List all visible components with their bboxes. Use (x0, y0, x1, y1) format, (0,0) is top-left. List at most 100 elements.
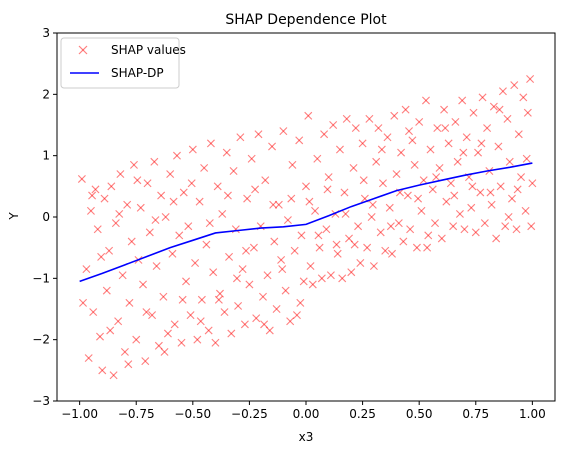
scatter-point (124, 360, 133, 369)
y-axis-ticks: −3 −2 −1 0 1 2 3 (32, 26, 57, 408)
y-tick-label: −1 (32, 271, 50, 285)
x-tick-label: 0.50 (406, 407, 433, 421)
scatter-point (91, 185, 100, 194)
y-axis-label: Y (7, 212, 21, 221)
scatter-point (431, 219, 440, 228)
scatter-point (107, 182, 116, 191)
x-tick-label: −0.50 (174, 407, 211, 421)
scatter-point (302, 182, 310, 191)
scatter-point (478, 93, 487, 102)
scatter-point (272, 305, 281, 313)
scatter-point (329, 121, 338, 129)
scatter-point (421, 96, 430, 105)
scatter-point (486, 188, 495, 197)
scatter-point (489, 102, 498, 111)
scatter-point (317, 274, 326, 283)
scatter-point (356, 259, 365, 267)
scatter-point (446, 179, 455, 188)
scatter-point (299, 277, 308, 286)
scatter-point (315, 243, 324, 252)
scatter-point (142, 308, 151, 317)
scatter-point (105, 246, 114, 255)
scatter-point (157, 191, 166, 200)
scatter-point (449, 222, 458, 231)
scatter-point (326, 271, 335, 280)
scatter-point (200, 163, 209, 172)
scatter-point (428, 185, 437, 194)
x-tick-label: −1.00 (61, 407, 98, 421)
scatter-point (102, 286, 111, 295)
scatter-point (288, 160, 297, 169)
scatter-point (405, 127, 413, 136)
chart-title: SHAP Dependence Plot (225, 12, 387, 28)
scatter-point (106, 326, 115, 335)
y-tick-label: 3 (42, 26, 50, 40)
scatter-point (376, 228, 385, 237)
y-tick-label: 0 (42, 210, 50, 224)
scatter-point (437, 234, 446, 243)
x-tick-label: 1.00 (519, 407, 546, 421)
scatter-point (308, 280, 317, 289)
scatter-point (320, 130, 329, 139)
scatter-point (349, 163, 358, 172)
scatter-point (476, 188, 485, 197)
x-axis-label: x3 (299, 430, 314, 444)
scatter-point (261, 176, 270, 185)
scatter-point (358, 139, 367, 148)
scatter-point (132, 335, 141, 344)
scatter-point (109, 371, 118, 380)
scatter-point (232, 274, 241, 283)
scatter-point (453, 157, 462, 166)
line-layer (79, 162, 533, 283)
scatter-point (242, 246, 251, 255)
scatter-point (440, 105, 449, 114)
scatter-point (236, 133, 245, 142)
scatter-point (359, 176, 368, 185)
y-tick-label: −2 (32, 333, 50, 347)
scatter-point (127, 237, 136, 246)
scatter-point (350, 240, 359, 249)
scatter-point (521, 206, 530, 215)
scatter-point (79, 298, 88, 307)
scatter-point (148, 311, 157, 320)
scatter-point (460, 225, 469, 234)
scatter-point (385, 203, 394, 212)
scatter-point (341, 209, 350, 218)
scatter-point (423, 243, 432, 252)
scatter-point (218, 209, 227, 218)
scatter-point (277, 255, 286, 264)
scatter-point (377, 145, 386, 154)
scatter-point (223, 191, 232, 200)
scatter-point (351, 124, 360, 133)
scatter-point (340, 188, 349, 197)
scatter-point (286, 317, 295, 326)
scatter-point (252, 314, 261, 323)
scatter-point (145, 228, 154, 237)
scatter-point (433, 124, 442, 133)
scatter-point (295, 136, 304, 145)
scatter-point (442, 197, 451, 206)
scatter-point (367, 213, 376, 221)
shap-dp-line (79, 162, 533, 283)
y-tick-label: 2 (42, 87, 50, 101)
scatter-point (338, 274, 347, 283)
scatter-point (193, 335, 202, 344)
scatter-point (517, 173, 526, 182)
scatter-point (197, 295, 206, 304)
scatter-point (386, 222, 395, 231)
scatter-point (209, 268, 218, 277)
scatter-point (123, 200, 132, 209)
scatter-point (129, 160, 138, 169)
scatter-point (249, 243, 258, 252)
scatter-point (89, 308, 98, 317)
scatter-point (462, 133, 471, 142)
scatter-point (323, 185, 332, 194)
scatter-point (118, 271, 127, 280)
scatter-point (342, 114, 351, 123)
scatter-point (115, 209, 124, 218)
scatter-point (324, 173, 333, 182)
scatter-point (505, 157, 514, 166)
scatter-point (512, 225, 521, 234)
x-axis-ticks: −1.00 −0.75 −0.50 −0.25 0.00 0.25 0.50 0.75 1.00 (61, 401, 546, 421)
scatter-point (305, 197, 314, 206)
